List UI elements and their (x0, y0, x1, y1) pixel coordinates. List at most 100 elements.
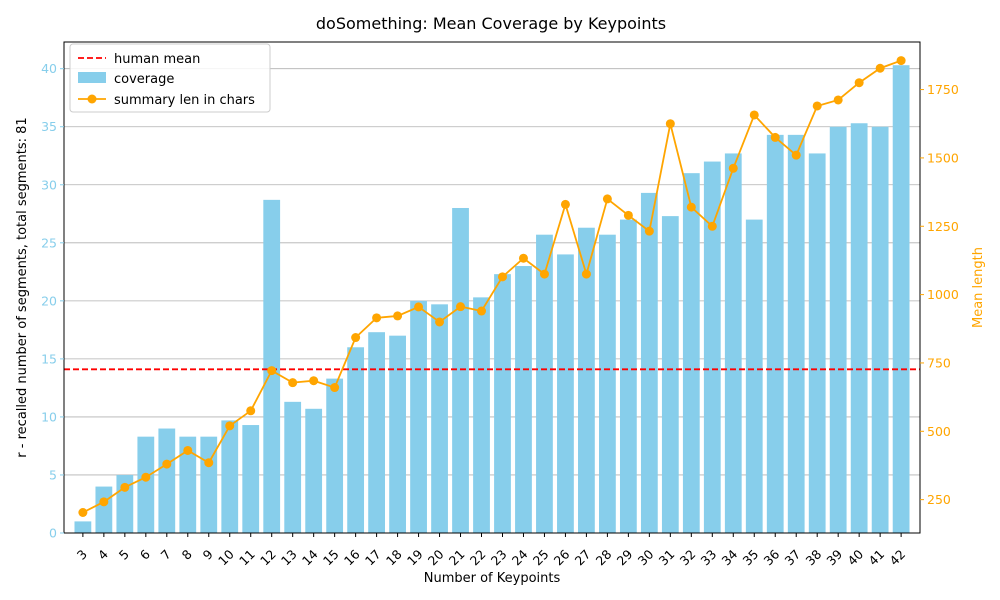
legend: human mean coverage summary len in chars (69, 43, 271, 113)
bar (179, 436, 197, 533)
chart-title: doSomething: Mean Coverage by Keypoints (316, 14, 666, 33)
bar (326, 378, 344, 533)
line-point (812, 101, 822, 111)
bar (431, 304, 448, 533)
y-tick-label: 10 (41, 409, 57, 424)
y-tick-label: 25 (41, 235, 57, 250)
bar (892, 65, 910, 533)
line-point (749, 110, 759, 120)
bar (557, 254, 574, 533)
line-point (246, 406, 256, 416)
bar (829, 126, 847, 533)
bar (284, 401, 302, 533)
bar (305, 408, 323, 533)
line-point (78, 507, 88, 517)
coverage-bars (74, 65, 910, 534)
line-point (707, 221, 717, 231)
line-point (581, 269, 591, 279)
y-tick-label: 0 (49, 526, 57, 541)
line-point (497, 272, 507, 282)
line-point (330, 383, 340, 393)
line-point (393, 311, 403, 321)
line-point (99, 497, 109, 507)
bar (766, 134, 784, 533)
bar (745, 219, 763, 533)
bar (640, 192, 658, 533)
line-point (267, 366, 277, 376)
line-point (225, 421, 235, 431)
line-point (896, 56, 906, 66)
y2-tick-label: 1000 (927, 287, 959, 302)
y2-axis-label: Mean length (971, 247, 986, 328)
line-point (435, 317, 445, 327)
bar (221, 420, 239, 533)
y2-tick-label: 1250 (927, 219, 959, 234)
y-tick-label: 30 (41, 177, 57, 192)
y2-tick-label: 500 (927, 424, 951, 439)
bar (536, 234, 553, 533)
y-tick-label: 40 (41, 61, 57, 76)
line-point (854, 78, 864, 88)
bar (242, 425, 260, 533)
bar (724, 153, 742, 533)
line-point (414, 302, 424, 312)
line-point (602, 194, 612, 204)
line-point (539, 269, 549, 279)
line-point (791, 150, 801, 160)
line-point (644, 226, 654, 236)
y-tick-label: 20 (41, 293, 57, 308)
legend-box (69, 43, 271, 113)
legend-label-coverage: coverage (114, 72, 174, 87)
bar (808, 153, 826, 533)
line-point (456, 302, 466, 312)
line-point (875, 63, 885, 73)
bar (619, 219, 637, 533)
bar (452, 207, 469, 534)
line-point (309, 376, 319, 386)
bar (95, 486, 113, 533)
line-point (665, 119, 675, 129)
bar (410, 300, 427, 533)
bar (494, 274, 511, 533)
bar (850, 123, 868, 533)
line-point (623, 210, 633, 220)
line-point (120, 482, 130, 492)
bar (158, 428, 176, 533)
bar (347, 347, 365, 533)
legend-label-human-mean: human mean (114, 52, 200, 67)
y2-tick-label: 1750 (927, 82, 959, 97)
line-point (141, 472, 151, 482)
bar (389, 335, 406, 533)
bar (787, 134, 805, 533)
series-line (82, 59, 902, 514)
y2-tick-label: 250 (927, 492, 951, 507)
bar (599, 234, 616, 533)
bar (871, 126, 889, 533)
y-tick-label: 15 (41, 351, 57, 366)
line-point (518, 253, 528, 263)
bar (368, 332, 385, 533)
line-point (351, 333, 361, 343)
bar (515, 266, 532, 533)
line-point (204, 458, 214, 468)
line-point (770, 132, 780, 142)
bar (682, 173, 700, 534)
line-point (833, 95, 843, 105)
bar (578, 227, 595, 533)
line-point (686, 202, 696, 212)
legend-swatch-coverage (78, 72, 106, 83)
line-point (288, 378, 298, 388)
bar (473, 297, 490, 533)
x-axis-label: Number of Keypoints (424, 571, 561, 586)
y-tick-label: 35 (41, 119, 57, 134)
line-point (728, 163, 738, 173)
bar (703, 161, 721, 533)
bar (137, 436, 155, 533)
legend-label-summary-len: summary len in chars (114, 93, 255, 108)
y-tick-label: 5 (49, 467, 57, 482)
legend-marker-summary-len (87, 94, 97, 104)
bar (74, 521, 92, 533)
line-point (162, 459, 172, 469)
plot-frame (63, 41, 921, 534)
